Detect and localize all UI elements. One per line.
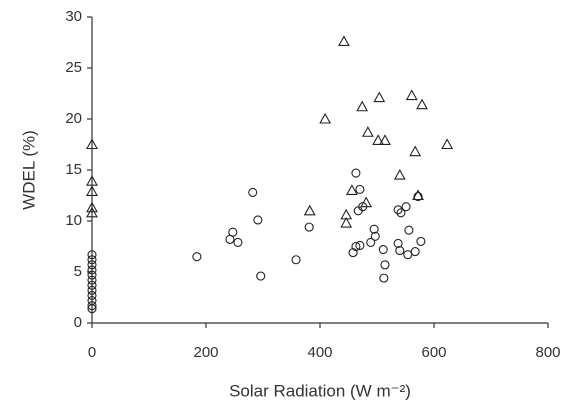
circle-point (87, 250, 97, 260)
circle-point (233, 237, 243, 247)
triangle-point (372, 134, 385, 145)
triangle-point (86, 201, 98, 213)
circle-point (291, 255, 301, 265)
circle-point (87, 260, 97, 270)
circle-point (413, 191, 423, 202)
circle-point (304, 222, 314, 232)
circle-point (87, 275, 97, 285)
x-axis-label: Solar Radiation (W m⁻²) (229, 381, 411, 400)
y-tick-label: 30 (65, 8, 82, 25)
circle-point (253, 215, 263, 225)
triangle-point (412, 189, 424, 201)
y-tick-label: 5 (74, 263, 82, 280)
circle-point (87, 285, 97, 295)
y-tick-label: 10 (65, 212, 82, 229)
circle-point (225, 234, 235, 244)
circle-point (403, 250, 413, 260)
x-tick-label: 600 (421, 344, 446, 361)
triangle-point (379, 134, 391, 145)
circle-point (355, 240, 365, 251)
triangle-point (319, 112, 332, 124)
triangle-point (405, 89, 418, 101)
y-tick-label: 20 (65, 110, 82, 127)
circle-point (380, 260, 390, 270)
circle-point (396, 208, 406, 218)
circle-point (87, 255, 97, 265)
circle-point (401, 202, 411, 212)
circle-point (192, 252, 202, 262)
circle-point (370, 231, 380, 241)
triangle-point (373, 91, 386, 103)
circle-point (369, 224, 379, 234)
triangle-point (416, 98, 428, 110)
circle-point (393, 205, 403, 215)
circle-point (87, 265, 97, 275)
triangle-point (393, 168, 406, 180)
circle-point (87, 280, 97, 290)
circle-point (87, 304, 97, 314)
y-tick-label: 25 (65, 59, 82, 76)
triangle-point (340, 216, 353, 228)
x-tick-label: 200 (193, 344, 218, 361)
triangle-point (409, 145, 422, 157)
x-tick-label: 400 (307, 344, 332, 361)
triangle-point (356, 100, 369, 112)
circle-point (393, 238, 403, 248)
circle-point (404, 225, 414, 235)
triangle-point (338, 35, 350, 47)
triangle-point (86, 138, 98, 150)
circle-point (355, 184, 365, 194)
circle-point (256, 271, 266, 281)
x-tick-label: 0 (88, 344, 96, 361)
circle-point (87, 270, 97, 280)
circle-point (379, 273, 389, 283)
circle-point (358, 202, 368, 212)
circle-point (87, 301, 97, 311)
circle-point (351, 168, 361, 178)
triangle-point (86, 175, 98, 186)
circle-point (366, 237, 376, 247)
triangle-point (86, 185, 98, 196)
circle-point (416, 236, 426, 246)
y-tick-label: 0 (74, 314, 82, 331)
circle-point (351, 241, 361, 252)
triangle-point (441, 138, 454, 150)
circle-point (87, 290, 97, 301)
x-tick-label: 800 (535, 344, 560, 361)
triangle-point (361, 126, 374, 137)
triangle-point (86, 206, 98, 218)
triangle-point (345, 184, 358, 195)
triangle-point (360, 196, 373, 208)
circle-point (395, 246, 405, 256)
circle-point (348, 248, 358, 258)
triangle-point (303, 204, 316, 216)
y-tick-label: 15 (65, 161, 82, 178)
circle-point (378, 245, 388, 255)
circle-point (248, 187, 258, 197)
circle-point (410, 247, 420, 257)
y-axis-label: WDEL (%) (19, 130, 38, 210)
